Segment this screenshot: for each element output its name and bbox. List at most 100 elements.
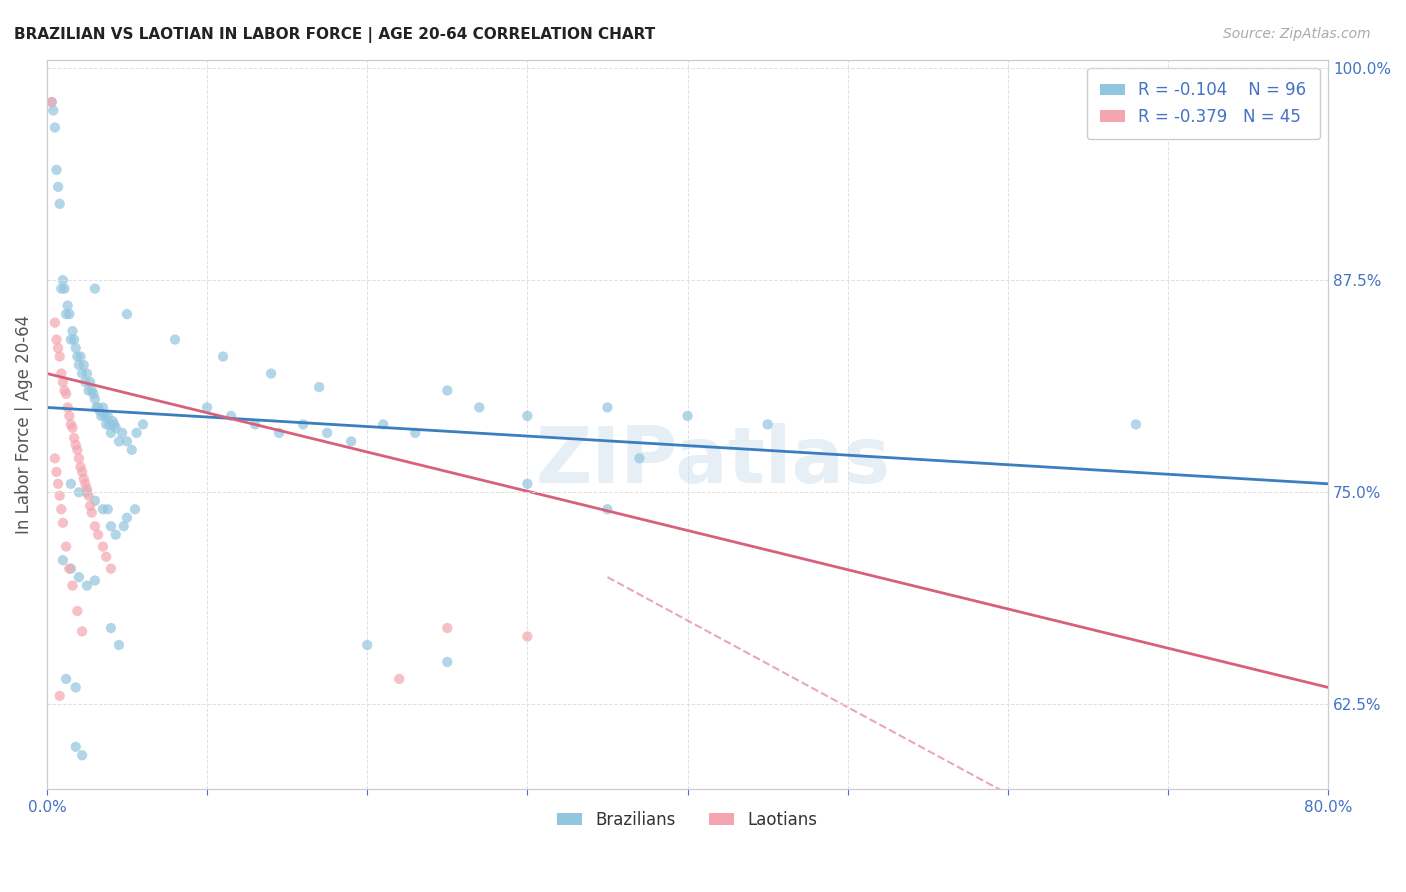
Point [73,472,96,486]
Point [70,367,93,381]
Point [65,438,87,452]
Point [53,384,76,398]
Point [103,417,125,432]
Point [65,681,87,695]
Point [82,387,104,401]
Point [69,459,91,474]
Point [87,401,110,415]
Point [75,476,97,491]
Point [125,425,148,440]
Point [48,197,70,211]
Point [115,434,138,449]
Point [76,579,98,593]
Point [59,561,82,575]
Point [59,333,82,347]
Text: BRAZILIAN VS LAOTIAN IN LABOR FORCE | AGE 20-64 CORRELATION CHART: BRAZILIAN VS LAOTIAN IN LABOR FORCE | AG… [14,27,655,43]
Point [62,324,84,338]
Point [69,350,91,364]
Point [46,179,69,194]
Point [84,392,107,406]
Point [84,574,107,588]
Point [112,519,135,533]
Point [44,451,66,466]
Point [676,409,699,423]
Point [100,425,122,440]
Point [132,417,155,432]
Point [45,465,67,479]
Point [596,401,619,415]
Point [70,748,93,763]
Point [65,739,87,754]
Point [80,506,103,520]
Point [62,421,84,435]
Point [67,485,90,500]
Point [52,375,75,389]
Point [77,384,100,398]
Point [243,417,266,432]
Point [46,341,69,355]
Point [100,621,122,635]
Point [373,417,395,432]
Y-axis label: In Labor Force | Age 20-64: In Labor Force | Age 20-64 [15,315,32,534]
Point [51,367,73,381]
Point [84,282,107,296]
Point [94,417,117,432]
Point [79,499,101,513]
Point [63,431,86,445]
Point [77,489,100,503]
Point [44,316,66,330]
Point [292,417,315,432]
Point [52,553,75,567]
Point [44,120,66,135]
Point [91,401,114,415]
Point [59,476,82,491]
Point [76,485,98,500]
Point [104,421,127,435]
Point [58,409,80,423]
Point [100,519,122,533]
Point [45,333,67,347]
Point [76,367,98,381]
Point [75,375,97,389]
Point [108,638,131,652]
Point [316,425,339,440]
Point [86,401,108,415]
Point [340,434,363,449]
Point [56,299,79,313]
Point [124,502,146,516]
Point [56,401,79,415]
Point [66,350,89,364]
Point [45,162,67,177]
Point [87,527,110,541]
Point [516,409,538,423]
Point [55,307,77,321]
Legend: Brazilians, Laotians: Brazilians, Laotians [551,805,824,836]
Point [436,384,458,398]
Point [84,519,107,533]
Point [55,387,77,401]
Point [65,341,87,355]
Point [70,465,93,479]
Point [98,417,121,432]
Point [97,502,120,516]
Point [51,282,73,296]
Point [115,307,138,321]
Point [66,442,89,457]
Point [91,540,114,554]
Text: ZIPatlas: ZIPatlas [536,423,890,499]
Point [91,502,114,516]
Point [195,401,218,415]
Point [219,409,242,423]
Point [66,604,89,618]
Point [46,476,69,491]
Point [468,401,491,415]
Point [436,621,458,635]
Point [260,367,283,381]
Point [55,540,77,554]
Point [67,451,90,466]
Point [41,95,63,109]
Point [52,273,75,287]
Point [41,95,63,109]
Point [93,409,115,423]
Point [63,333,86,347]
